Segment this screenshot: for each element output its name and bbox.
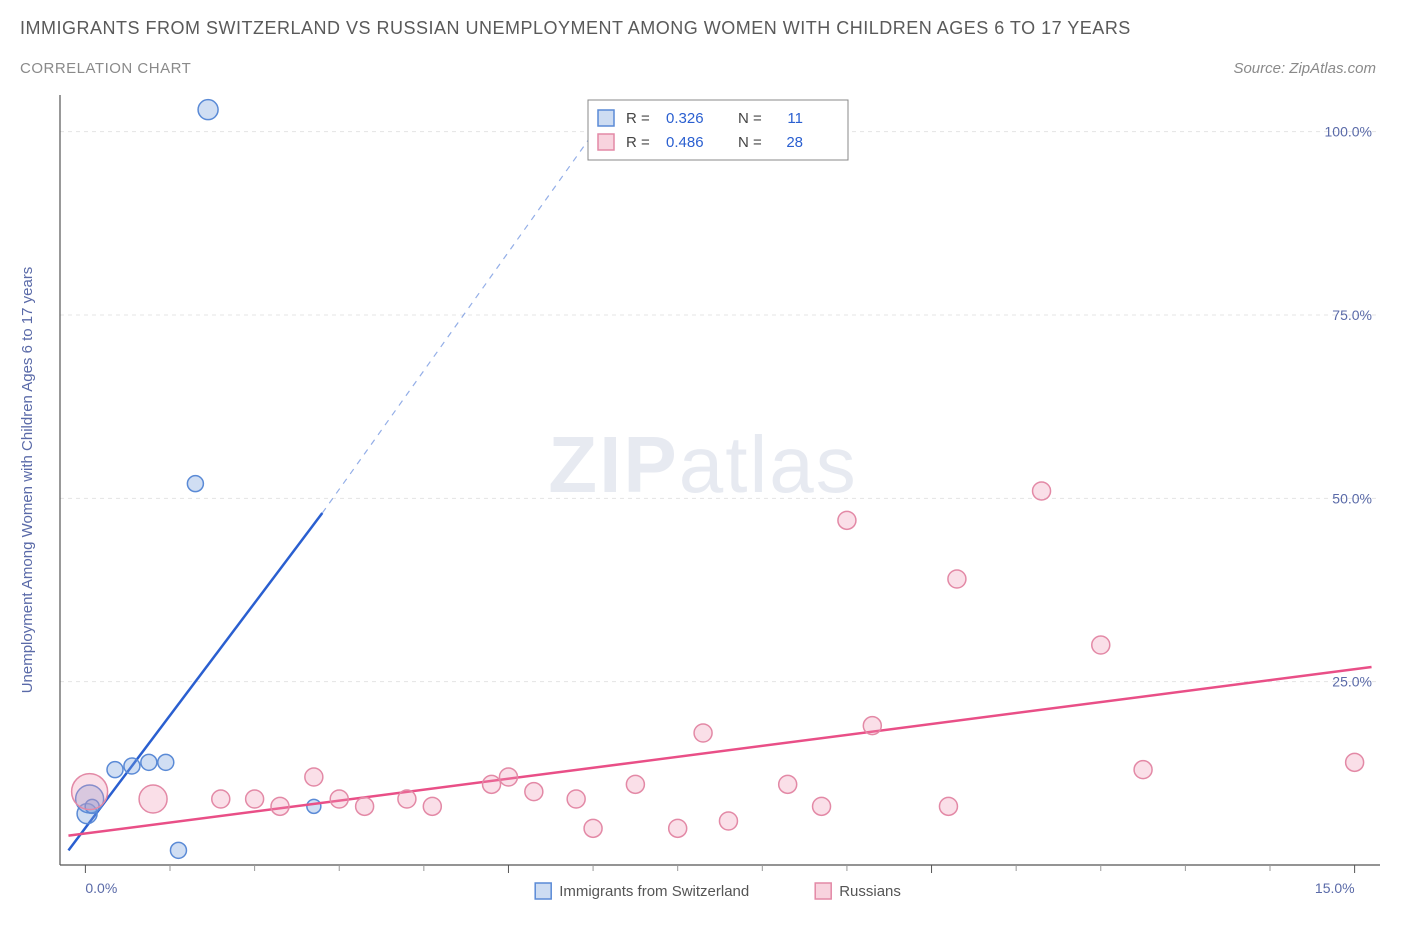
svg-text:Russians: Russians — [839, 883, 901, 900]
svg-text:N =: N = — [738, 134, 762, 151]
svg-text:0.486: 0.486 — [666, 134, 704, 151]
svg-text:11: 11 — [787, 110, 803, 127]
svg-text:N =: N = — [738, 110, 762, 127]
svg-text:Unemployment Among Women with: Unemployment Among Women with Children A… — [19, 267, 36, 694]
svg-text:Immigrants from Switzerland: Immigrants from Switzerland — [559, 883, 749, 900]
source-label: Source: ZipAtlas.com — [1233, 60, 1376, 77]
svg-text:0.326: 0.326 — [666, 110, 704, 127]
svg-text:R =: R = — [626, 110, 650, 127]
svg-text:15.0%: 15.0% — [1315, 880, 1355, 896]
chart-subtitle: CORRELATION CHART — [20, 60, 191, 77]
svg-text:50.0%: 50.0% — [1332, 490, 1372, 506]
svg-text:0.0%: 0.0% — [85, 880, 117, 896]
scatter-chart: 25.0% 50.0% 75.0% 100.0% Unemployment Among … — [0, 0, 1406, 930]
svg-text:75.0%: 75.0% — [1332, 307, 1372, 323]
svg-text:100.0%: 100.0% — [1325, 124, 1372, 140]
svg-text:28: 28 — [786, 134, 803, 151]
svg-text:R =: R = — [626, 134, 650, 151]
chart-title: IMMIGRANTS FROM SWITZERLAND VS RUSSIAN U… — [20, 18, 1131, 39]
svg-text:25.0%: 25.0% — [1332, 674, 1372, 690]
